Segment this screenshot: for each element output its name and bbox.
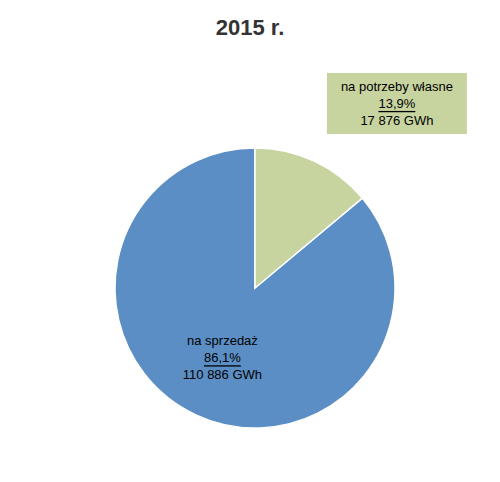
svg-text:13,9%: 13,9% — [378, 96, 415, 111]
svg-text:110 886 GWh: 110 886 GWh — [183, 367, 262, 382]
svg-text:na potrzeby własne: na potrzeby własne — [341, 79, 453, 94]
svg-text:na sprzedaż: na sprzedaż — [187, 333, 258, 348]
svg-text:86,1%: 86,1% — [204, 350, 241, 365]
html-text:2015 r.: 2015 r. — [215, 15, 285, 40]
svg-text:17 876 GWh: 17 876 GWh — [360, 113, 433, 128]
